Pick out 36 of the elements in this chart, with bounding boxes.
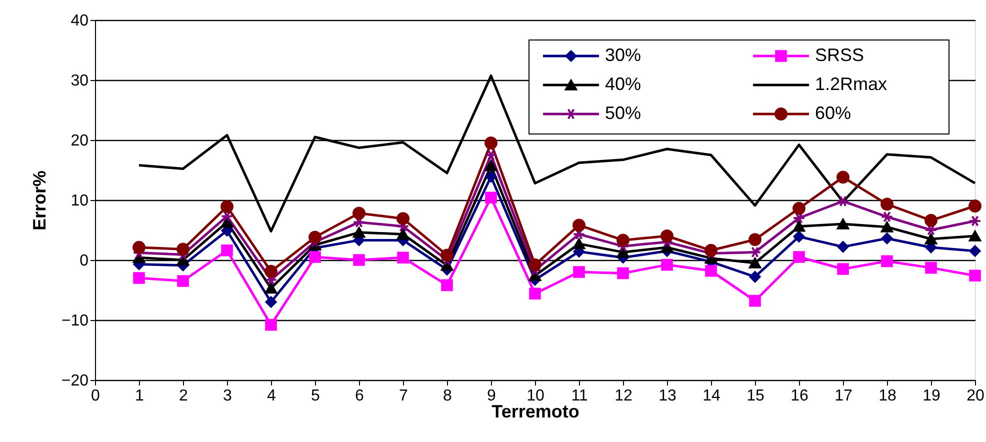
x-tick-label: 9 bbox=[487, 388, 496, 404]
y-axis-title: Error% bbox=[29, 170, 50, 231]
x-tick-label: 2 bbox=[179, 388, 188, 404]
x-tick-label: 0 bbox=[91, 388, 100, 404]
y-tick-label: −10 bbox=[61, 312, 89, 330]
x-tick-label: 16 bbox=[790, 388, 808, 404]
y-tick-label: 10 bbox=[70, 192, 89, 210]
x-tick-label: 1 bbox=[135, 388, 144, 404]
y-tick-label: 0 bbox=[80, 252, 89, 270]
y-tick-label: 20 bbox=[70, 132, 89, 150]
x-tick-label: 10 bbox=[526, 388, 544, 404]
x-tick-label: 8 bbox=[443, 388, 452, 404]
y-tick-label: −20 bbox=[61, 372, 89, 390]
x-tick-label: 17 bbox=[834, 388, 852, 404]
x-tick-label: 6 bbox=[355, 388, 364, 404]
x-axis-title: Terremoto bbox=[492, 402, 580, 422]
x-tick-label: 15 bbox=[746, 388, 764, 404]
legend-label: 30% bbox=[605, 45, 642, 65]
y-tick-label: 30 bbox=[70, 72, 89, 90]
x-tick-label: 11 bbox=[571, 388, 588, 404]
legend-label: SRSS bbox=[815, 45, 864, 65]
x-tick-label: 20 bbox=[966, 388, 984, 404]
y-tick-label: 40 bbox=[70, 12, 89, 30]
legend-label: 60% bbox=[815, 103, 852, 123]
x-tick-label: 3 bbox=[223, 388, 232, 404]
legend-label: 1.2Rmax bbox=[815, 74, 888, 94]
x-tick-label: 13 bbox=[658, 388, 676, 404]
legend-label: 50% bbox=[605, 103, 642, 123]
x-tick-label: 5 bbox=[311, 388, 320, 404]
x-tick-label: 12 bbox=[614, 388, 632, 404]
x-tick-label: 18 bbox=[878, 388, 896, 404]
x-tick-label: 19 bbox=[922, 388, 940, 404]
x-tick-label: 14 bbox=[702, 388, 720, 404]
x-tick-label: 7 bbox=[399, 388, 408, 404]
legend-label: 40% bbox=[605, 74, 642, 94]
x-tick-label: 4 bbox=[267, 388, 276, 404]
